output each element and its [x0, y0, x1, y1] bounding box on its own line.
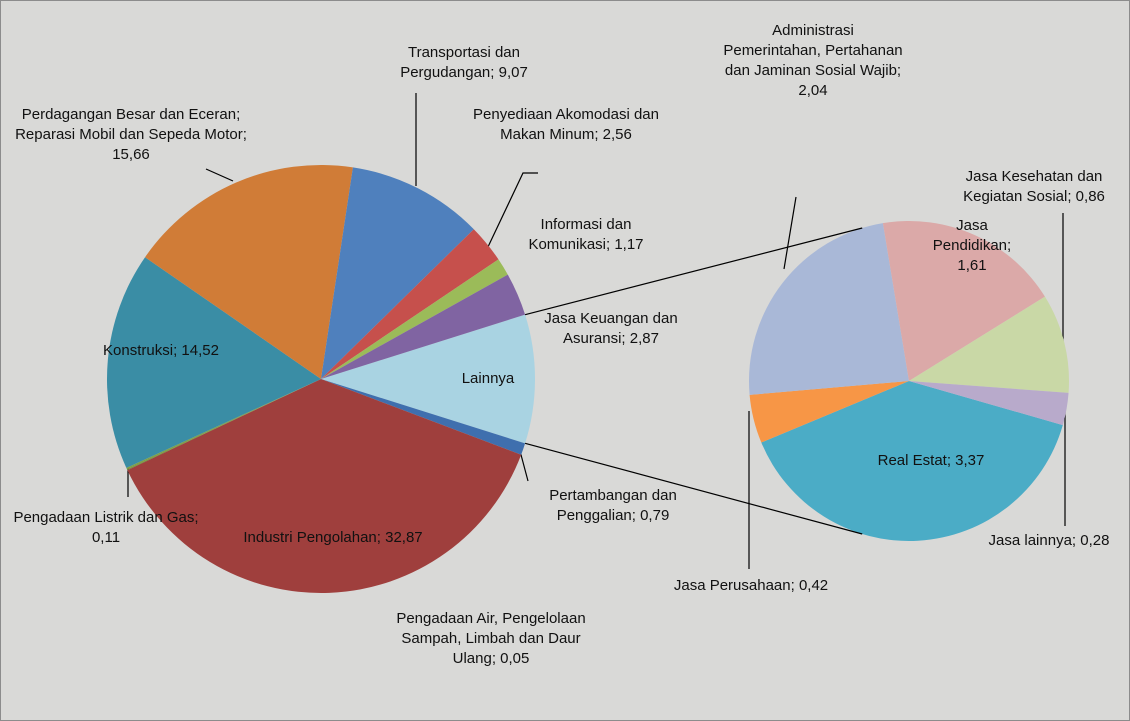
pie-slice: [127, 379, 322, 471]
pie-slice: [321, 274, 526, 379]
leader-line: [205, 168, 234, 182]
data-label: Jasa lainnya; 0,28: [988, 532, 1110, 549]
data-label: Jasa Keuangan dan Asuransi; 2,87: [544, 310, 678, 347]
pie-slice: [749, 381, 909, 443]
data-label: Konstruksi; 14,52: [103, 342, 219, 359]
pie-slice: [321, 379, 526, 455]
data-label: Real Estat; 3,37: [877, 452, 985, 469]
pie-slice: [106, 257, 321, 468]
data-label: Jasa Perusahaan; 0,42: [673, 577, 829, 594]
data-label: Perdagangan Besar dan Eceran; Reparasi M…: [15, 106, 247, 163]
pie-slice: [321, 314, 535, 444]
data-label: Industri Pengolahan; 32,87: [243, 529, 423, 546]
pie-slice: [127, 379, 522, 593]
data-label: Pengadaan Listrik dan Gas; 0,11: [13, 509, 199, 546]
data-label: Transportasi dan Pergudangan; 9,07: [400, 44, 528, 81]
pie-slice: [126, 379, 321, 470]
leader-line: [783, 196, 797, 270]
connector: [524, 227, 863, 316]
data-label: Penyediaan Akomodasi dan Makan Minum; 2,…: [473, 106, 659, 143]
leader-lines: [127, 93, 1066, 569]
pie-slice: [321, 259, 508, 379]
pie-slice: [909, 296, 1069, 393]
data-label: Informasi dan Komunikasi; 1,17: [528, 216, 644, 253]
pie-slice: [761, 381, 1063, 542]
data-label: Jasa Pendidikan; 1,61: [932, 217, 1012, 274]
pie-slice: [321, 229, 499, 379]
data-label: Pertambangan dan Penggalian; 0,79: [549, 487, 677, 524]
pie-slice: [882, 221, 1045, 381]
connector: [524, 442, 863, 535]
pie-slice: [145, 165, 353, 379]
data-label: Lainnya: [461, 370, 515, 387]
pie-slice: [321, 167, 474, 379]
leader-line: [486, 172, 538, 250]
data-label: Administrasi Pemerintahan, Pertahanan da…: [723, 22, 903, 99]
data-label: Pengadaan Air, Pengelolaan Sampah, Limba…: [396, 610, 586, 667]
leader-line: [519, 450, 529, 482]
pie-slice: [749, 223, 909, 395]
pie-slice: [909, 381, 1069, 426]
data-label: Jasa Kesehatan dan Kegiatan Sosial; 0,86: [963, 168, 1105, 205]
